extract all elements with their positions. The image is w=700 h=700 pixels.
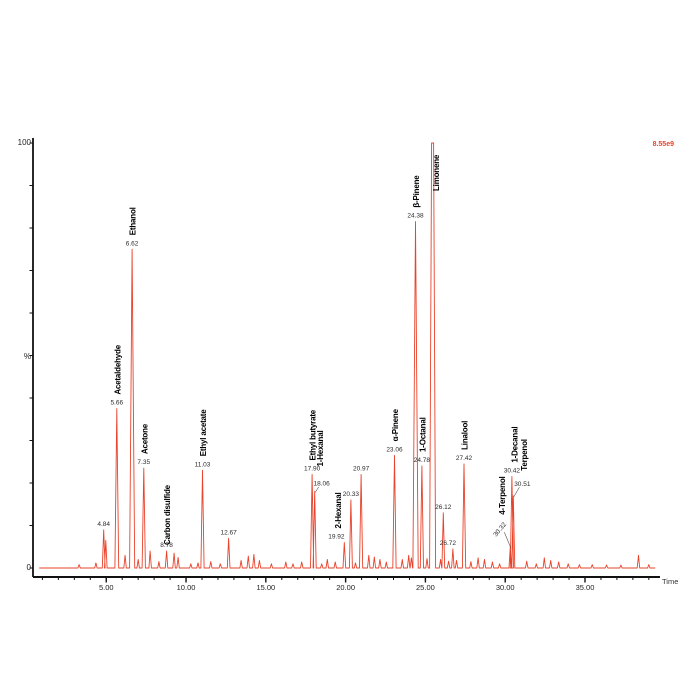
peak-compound-label: 1-Hexanal bbox=[316, 431, 325, 467]
peak-rt-label: 20.97 bbox=[353, 466, 370, 473]
peak-rt-label: 8.78 bbox=[160, 542, 173, 549]
peak-compound-label: Terpenol bbox=[520, 439, 529, 471]
peak-rt-label: 5.66 bbox=[110, 400, 123, 407]
peak-compound-label: Linalool bbox=[461, 421, 470, 450]
peak-compound-label: 1-Decanal bbox=[510, 427, 519, 463]
y-axis-zero-label: 0 bbox=[26, 563, 31, 572]
peak-rt-label: 30.51 bbox=[514, 481, 531, 488]
peak-compound-label: Carbon disulfide bbox=[163, 484, 172, 545]
peak-rt-label: 4.84 bbox=[97, 521, 110, 528]
x-axis-title: Time bbox=[662, 577, 679, 586]
intensity-scale-label: 8.55e9 bbox=[652, 141, 674, 148]
x-tick-label: 5.00 bbox=[99, 583, 114, 592]
peak-rt-label: 23.06 bbox=[386, 446, 403, 453]
peak-compound-label: Acetaldehyde bbox=[113, 344, 122, 394]
peak-rt-label: 24.78 bbox=[414, 457, 431, 464]
peak-leader-line bbox=[513, 487, 520, 497]
x-tick-label: 25.00 bbox=[416, 583, 435, 592]
x-tick-label: 10.00 bbox=[177, 583, 196, 592]
peak-compound-label: Acetone bbox=[140, 423, 149, 454]
peak-rt-label: 27.42 bbox=[456, 455, 473, 462]
peak-rt-label: 11.03 bbox=[195, 461, 211, 468]
peak-leader-line bbox=[314, 486, 319, 493]
peak-compound-label: β-Pinene bbox=[412, 175, 421, 208]
x-tick-label: 30.00 bbox=[496, 583, 515, 592]
peak-rt-label: 26.12 bbox=[435, 504, 452, 511]
x-tick-label: 35.00 bbox=[576, 583, 595, 592]
chromatogram-trace bbox=[39, 142, 656, 569]
peak-rt-label: 26.72 bbox=[440, 540, 457, 547]
peak-compound-label: Ethyl butyrate bbox=[309, 409, 318, 460]
y-axis-max-label: 100 bbox=[17, 138, 31, 147]
peak-compound-label: 1-Octanal bbox=[418, 417, 427, 452]
y-axis-unit-label: % bbox=[23, 352, 31, 361]
peak-compound-label: Ethanol bbox=[129, 207, 138, 235]
peak-rt-label: 30.42 bbox=[504, 468, 521, 475]
peak-rt-label: 17.90 bbox=[304, 466, 321, 473]
peak-rt-label: 19.92 bbox=[328, 534, 345, 541]
x-tick-label: 15.00 bbox=[256, 583, 275, 592]
x-tick-label: 20.00 bbox=[336, 583, 355, 592]
peak-rt-label: 7.35 bbox=[137, 459, 150, 466]
peak-compound-label: Limonene bbox=[432, 154, 441, 191]
peak-compound-label: 4-Terpenol bbox=[498, 476, 507, 514]
peak-rt-label: 6.62 bbox=[126, 240, 139, 247]
peak-leader-line bbox=[504, 532, 512, 548]
peak-rt-label: 18.06 bbox=[314, 481, 331, 488]
peak-rt-label: 24.38 bbox=[407, 213, 424, 220]
peak-rt-label: 20.33 bbox=[343, 491, 360, 498]
peak-compound-label: α-Pinene bbox=[391, 408, 400, 441]
peak-compound-label: 2-Hexanal bbox=[334, 493, 343, 529]
peak-rt-label: 12.67 bbox=[221, 529, 238, 536]
peak-compound-label: Ethyl acetate bbox=[199, 409, 208, 457]
